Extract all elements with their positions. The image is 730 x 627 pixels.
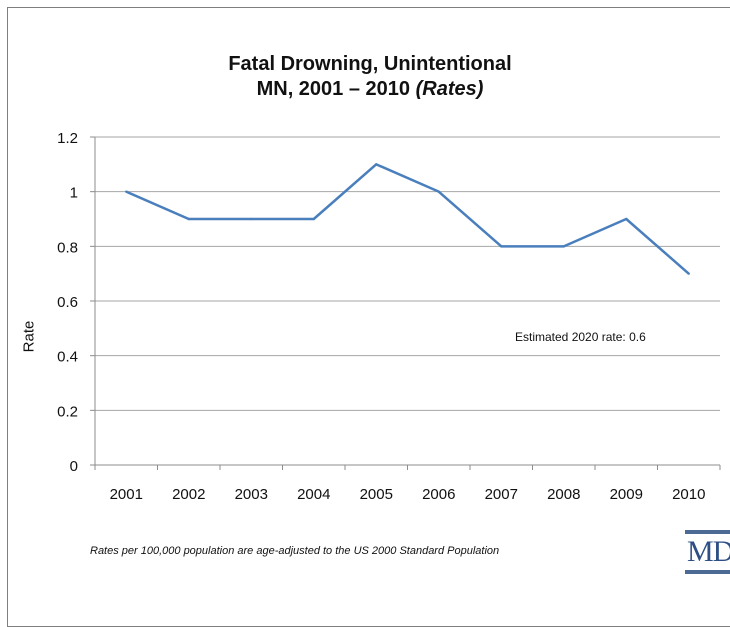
footnote: Rates per 100,000 population are age-adj… <box>90 545 500 557</box>
x-tick-label: 2003 <box>235 486 268 503</box>
logo-text: MD <box>687 535 730 568</box>
chart-subtitle: MN, 2001 – 2010 (Rates) <box>90 77 650 101</box>
data-point <box>562 245 565 248</box>
y-tick-label: 0.8 <box>57 239 78 256</box>
x-tick-label: 2007 <box>485 486 518 503</box>
data-point <box>187 217 190 221</box>
y-tick-label: 0.4 <box>57 349 78 366</box>
y-tick-label: 0 <box>70 458 78 475</box>
y-tick-label: 0.6 <box>57 294 78 311</box>
axes <box>90 136 721 470</box>
y-tick-label: 0.2 <box>57 403 78 420</box>
data-point <box>125 190 128 193</box>
data-point <box>250 217 253 221</box>
series-line <box>125 163 690 275</box>
x-tick-label: 2008 <box>547 486 580 503</box>
x-tick-label: 2004 <box>297 486 330 503</box>
y-tick-labels: 0 0.2 0.4 0.6 0.8 1 1.2 <box>57 130 78 475</box>
gridlines <box>95 136 720 411</box>
chart-frame <box>7 7 730 627</box>
data-point <box>500 245 503 248</box>
mdh-logo: MD <box>685 530 730 576</box>
y-tick-label: 1.2 <box>57 130 78 147</box>
x-tick-label: 2005 <box>360 486 393 503</box>
y-tick-label: 1 <box>70 185 78 202</box>
x-tick-label: 2009 <box>610 486 643 503</box>
series-group <box>125 163 690 275</box>
data-point <box>687 272 690 275</box>
logo-bar-bottom <box>685 570 730 574</box>
data-point <box>312 217 315 221</box>
x-tick-labels: 2001 2002 2003 2004 2005 2006 2007 2008 2009 2010 <box>110 486 706 503</box>
chart-subtitle-italic: (Rates) <box>415 78 484 100</box>
line-chart: 00.20.40.60.811.2 2001 2002 2003 2004 2005 20… <box>57 130 721 503</box>
x-tick-label: 2001 <box>110 486 143 503</box>
x-tick-label: 2006 <box>422 486 455 503</box>
chart-subtitle-main: MN, 2001 – 2010 <box>256 78 411 100</box>
x-tick-label: 2010 <box>672 486 705 503</box>
annotation: Estimated 2020 rate: 0.6 <box>515 330 646 344</box>
data-point <box>625 217 628 221</box>
logo-bar-top <box>685 530 730 534</box>
chart-title: Fatal Drowning, Unintentional <box>228 53 512 75</box>
data-point <box>437 190 440 193</box>
x-tick-label: 2002 <box>172 486 205 503</box>
data-point <box>375 163 378 166</box>
